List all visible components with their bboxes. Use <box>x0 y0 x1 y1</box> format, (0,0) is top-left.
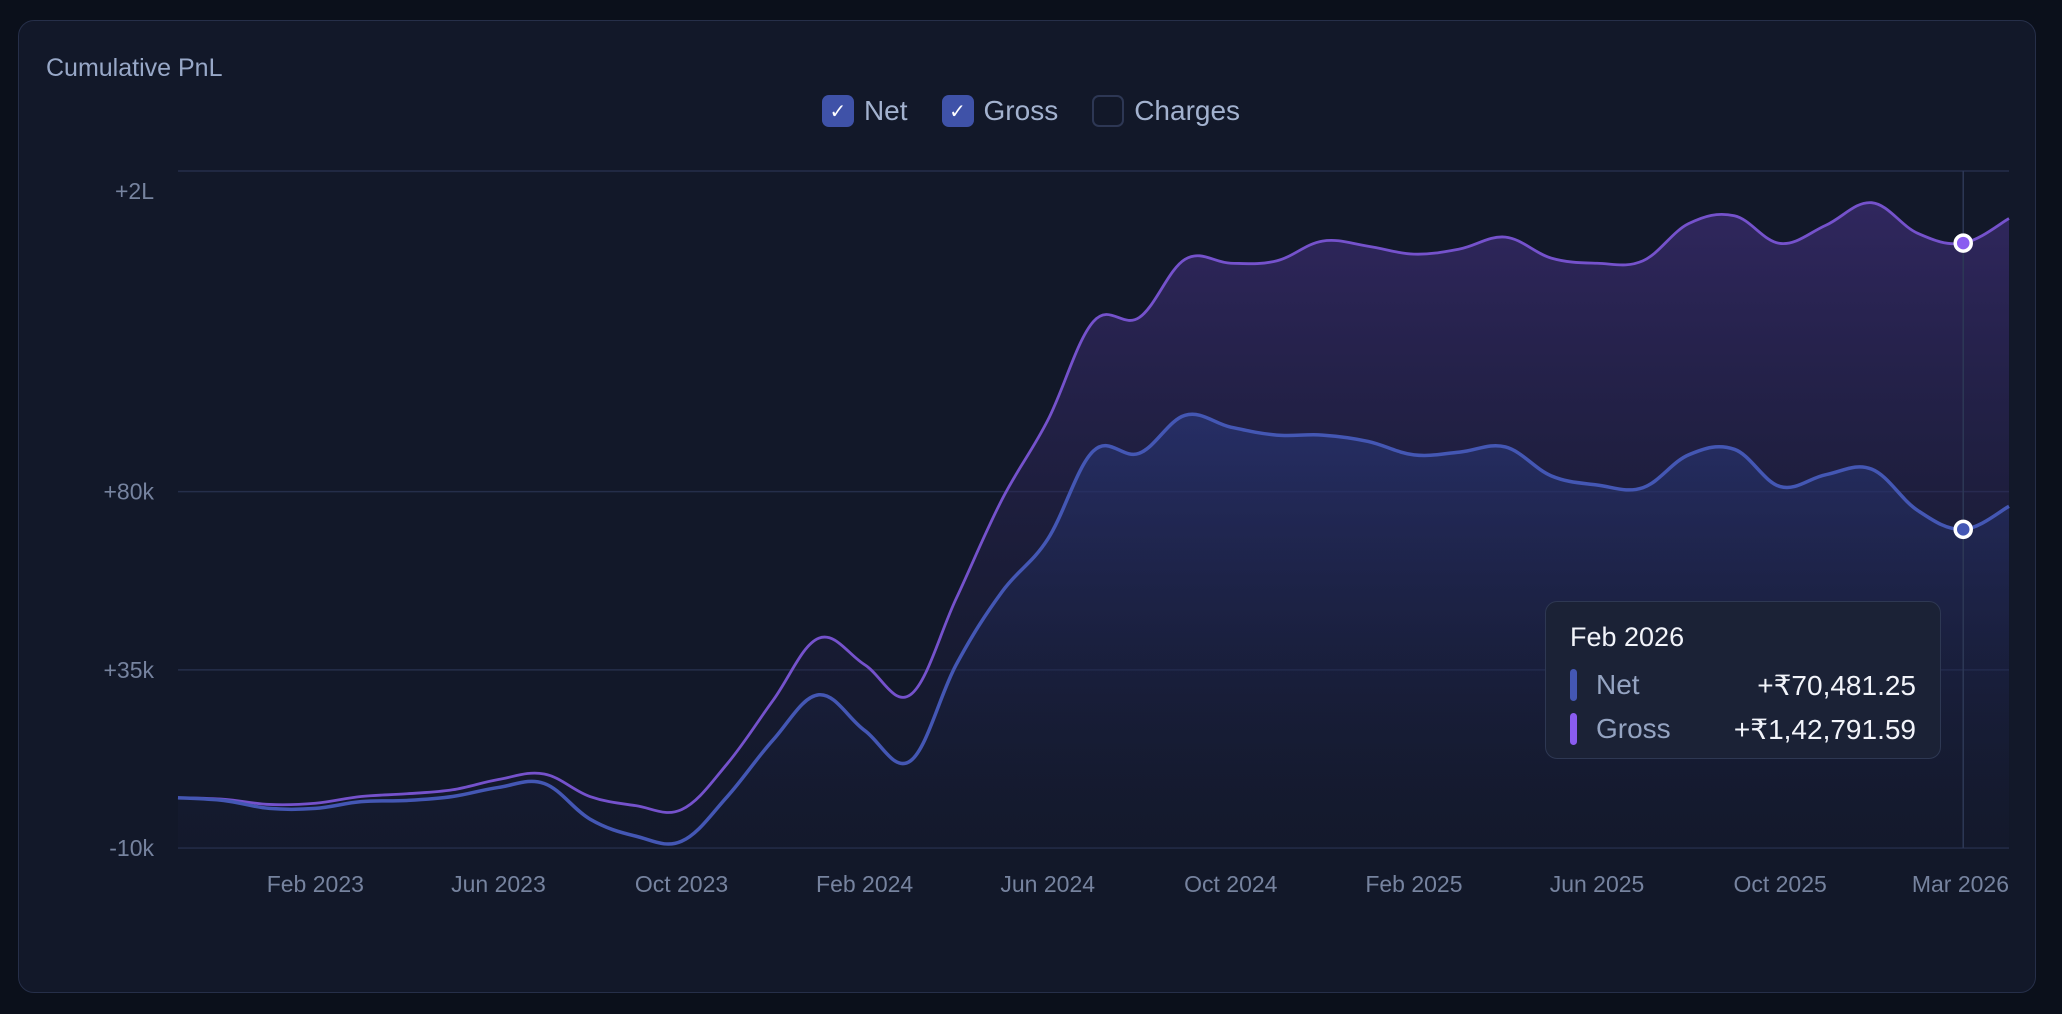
x-tick-label: Mar 2026 <box>1912 871 2009 897</box>
x-tick-label: Jun 2024 <box>1000 871 1095 897</box>
legend-toggle-charges[interactable]: Charges <box>1092 95 1240 127</box>
legend-label: Net <box>863 95 908 126</box>
x-tick-label: Feb 2025 <box>1365 871 1462 897</box>
tooltip-value: +₹1,42,791.59 <box>1733 713 1916 745</box>
tooltip-label: Net <box>1596 669 1640 700</box>
y-tick-label: -10k <box>109 835 154 861</box>
x-tick-label: Jun 2023 <box>451 871 546 897</box>
tooltip-title: Feb 2026 <box>1570 622 1685 652</box>
y-tick-label: +35k <box>103 657 154 683</box>
legend-toggle-gross[interactable]: ✓ Gross <box>941 95 1059 127</box>
checkbox-checked-icon[interactable]: ✓ <box>941 95 974 127</box>
legend-label: Charges <box>1134 95 1241 126</box>
net-color-swatch <box>1570 669 1577 701</box>
gross-color-swatch <box>1570 713 1577 745</box>
y-tick-label: +2L <box>115 178 154 204</box>
x-tick-label: Oct 2023 <box>635 871 728 897</box>
net-line <box>177 412 2010 846</box>
x-tick-label: Jun 2025 <box>1550 871 1645 897</box>
net-point-marker <box>1953 519 1973 540</box>
gross-point-marker <box>1953 233 1973 253</box>
tooltip-row-gross: Gross +₹1,42,791.59 <box>1570 707 1916 751</box>
legend-toggle-net[interactable]: ✓ Net <box>821 95 908 127</box>
tooltip-value: +₹70,481.25 <box>1757 669 1916 701</box>
x-tick-label: Oct 2025 <box>1733 871 1826 897</box>
x-tick-label: Oct 2024 <box>1184 871 1278 897</box>
card-title: Cumulative PnL <box>46 54 223 82</box>
chart-tooltip: Feb 2026 Net +₹70,481.25 Gross +₹1,42,79… <box>1545 601 1941 759</box>
x-tick-label: Feb 2024 <box>816 871 913 897</box>
tooltip-row-net: Net +₹70,481.25 <box>1570 663 1916 707</box>
checkbox-checked-icon[interactable]: ✓ <box>821 95 854 127</box>
y-tick-label: +80k <box>103 479 154 505</box>
x-tick-label: Feb 2023 <box>267 871 364 897</box>
gross-line <box>177 201 2010 814</box>
tooltip-label: Gross <box>1596 713 1671 744</box>
legend-label: Gross <box>983 95 1059 126</box>
checkbox-unchecked-icon[interactable] <box>1092 95 1125 127</box>
series-legend: ✓ Net ✓ Gross Charges <box>0 95 2062 127</box>
